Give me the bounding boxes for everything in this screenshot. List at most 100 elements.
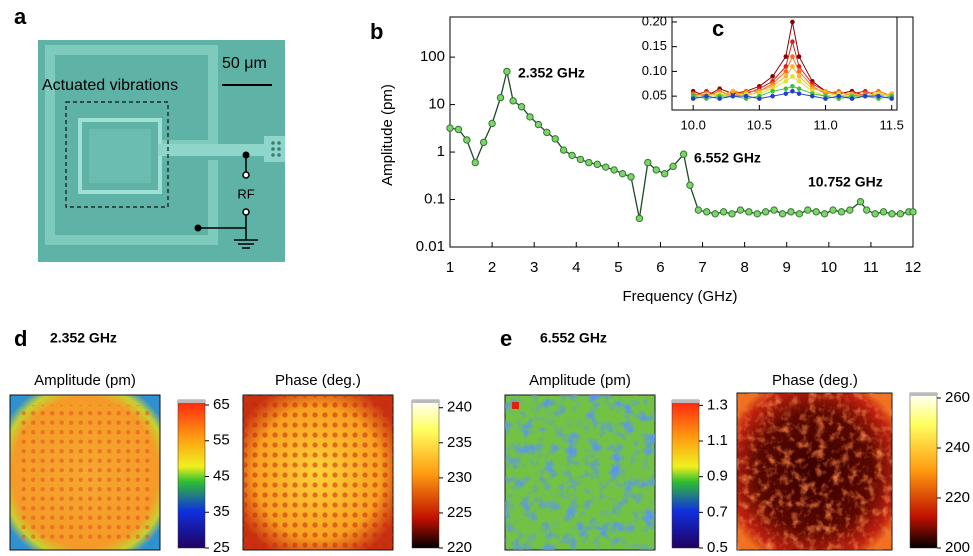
- colorbar-cap: [412, 400, 439, 403]
- data-point: [610, 166, 618, 174]
- colorbar-tick-label: 1.3: [707, 396, 728, 413]
- colorbar-tick-label: 230: [447, 469, 472, 486]
- data-point: [795, 210, 804, 218]
- panel-label: d: [14, 326, 27, 351]
- data-point: [809, 93, 815, 99]
- data-point: [669, 162, 677, 171]
- data-point: [896, 210, 905, 218]
- data-point: [812, 208, 820, 216]
- colorbar: [411, 399, 440, 549]
- colorbar-cap: [178, 400, 205, 403]
- colorbar-tick-label: 225: [447, 504, 472, 521]
- colorbar-tick-label: 220: [447, 539, 472, 556]
- data-point: [593, 160, 602, 169]
- data-point: [711, 210, 719, 218]
- data-point: [517, 103, 526, 111]
- data-point: [463, 136, 471, 144]
- y-tick-label: 10: [428, 96, 445, 113]
- y-tick-label: 0.20: [642, 13, 667, 28]
- map-title: Phase (deg.): [772, 372, 858, 389]
- y-tick-label: 100: [420, 48, 445, 65]
- data-point: [730, 88, 736, 94]
- data-point: [778, 210, 787, 218]
- data-point: [856, 198, 865, 206]
- data-point: [543, 128, 551, 137]
- colorbar-tick-label: 35: [213, 503, 230, 520]
- scale-bar-label: 50 μm: [222, 55, 267, 72]
- data-point: [796, 91, 802, 96]
- annotation: 6.552 GHz: [694, 150, 761, 166]
- annotation: 2.352 GHz: [518, 65, 585, 81]
- x-tick-label: 3: [530, 259, 538, 276]
- heatmap: [736, 392, 893, 551]
- colorbar-tick-label: 65: [213, 396, 230, 413]
- data-point: [796, 69, 802, 74]
- colorbar-tick-label: 200: [945, 539, 970, 556]
- data-point: [770, 206, 778, 214]
- data-point: [704, 93, 709, 99]
- data-point: [488, 119, 496, 128]
- x-tick-label: 9: [783, 259, 791, 276]
- data-point: [509, 97, 517, 105]
- x-tick-label: 2: [488, 259, 496, 276]
- data-point: [836, 93, 842, 99]
- heatmap: [242, 394, 394, 551]
- data-point: [703, 208, 711, 216]
- y-tick-label: 1: [437, 143, 445, 160]
- colorbar-tick-label: 240: [447, 399, 472, 416]
- data-point: [889, 96, 895, 101]
- data-point: [871, 210, 879, 218]
- x-tick-label: 10.5: [747, 117, 772, 132]
- data-point: [602, 163, 610, 171]
- data-point: [787, 208, 795, 216]
- x-tick-label: 5: [614, 259, 622, 276]
- map-title: Amplitude (pm): [34, 372, 136, 389]
- data-point: [783, 74, 789, 79]
- data-point: [888, 210, 896, 218]
- data-point: [820, 210, 829, 218]
- data-point: [745, 208, 753, 216]
- data-point: [804, 206, 812, 214]
- data-point: [783, 86, 789, 92]
- data-point: [849, 96, 855, 101]
- data-point: [770, 93, 775, 99]
- data-point: [837, 208, 846, 216]
- data-point: [627, 173, 635, 181]
- colorbar-cap: [672, 400, 699, 403]
- data-point: [753, 210, 761, 218]
- x-tick-label: 7: [698, 259, 706, 276]
- data-point: [454, 125, 463, 134]
- data-point: [694, 206, 703, 214]
- y-tick-label: 0.01: [416, 238, 445, 255]
- colorbar-tick-label: 240: [945, 439, 970, 456]
- data-point: [686, 181, 694, 189]
- data-point: [863, 206, 871, 214]
- map-title: Amplitude (pm): [529, 372, 631, 389]
- data-point: [790, 83, 795, 89]
- colorbar-tick-label: 55: [213, 432, 230, 449]
- data-point: [796, 74, 802, 79]
- heatmap: [9, 394, 161, 551]
- x-axis-title: Frequency (GHz): [622, 288, 737, 305]
- frequency-label: 6.552 GHz: [540, 330, 607, 346]
- data-point: [823, 88, 828, 94]
- data-point: [876, 93, 881, 99]
- data-point: [503, 67, 511, 76]
- data-point: [796, 54, 802, 59]
- colorbar: [177, 399, 206, 549]
- y-tick-label: 0.15: [642, 38, 667, 53]
- panel-label: e: [500, 326, 512, 351]
- map-title: Phase (deg.): [275, 372, 361, 389]
- data-point: [783, 79, 789, 84]
- data-point: [719, 208, 728, 216]
- x-tick-label: 6: [656, 259, 664, 276]
- colorbar-tick-label: 260: [945, 389, 970, 406]
- data-point: [829, 206, 837, 214]
- data-point: [823, 96, 828, 101]
- x-tick-label: 8: [740, 259, 748, 276]
- data-point: [790, 54, 795, 59]
- x-tick-label: 11: [863, 259, 879, 276]
- data-point: [679, 150, 688, 158]
- data-point: [743, 93, 749, 99]
